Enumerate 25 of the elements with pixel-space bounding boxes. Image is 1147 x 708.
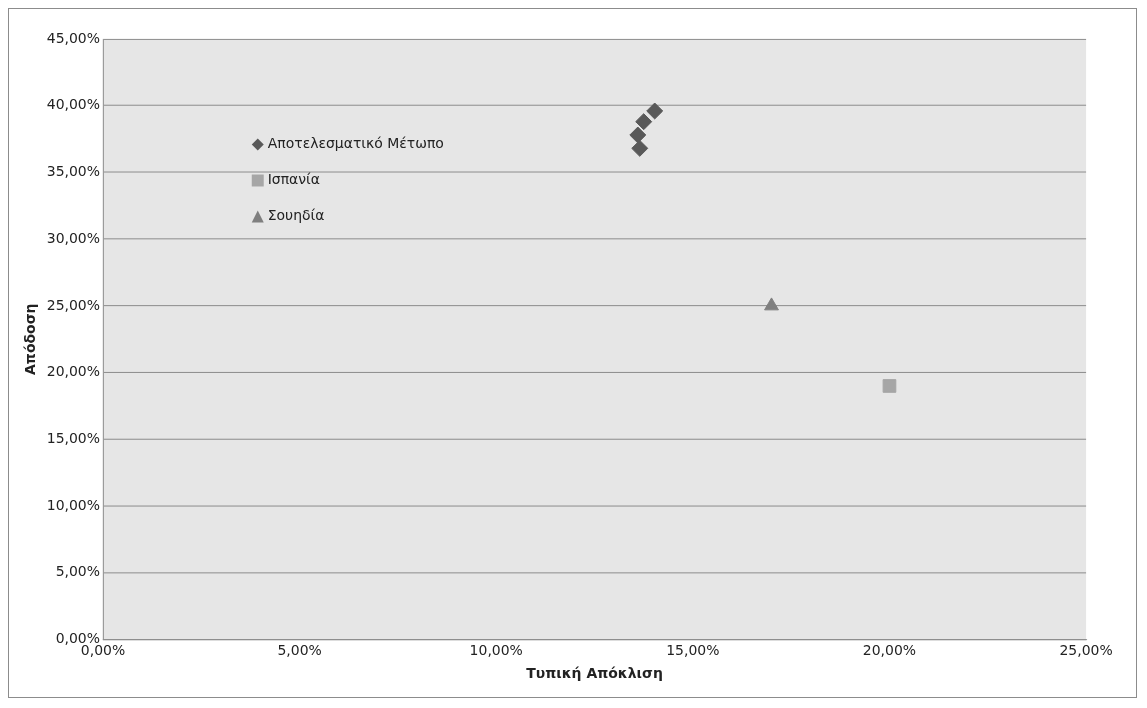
point — [631, 139, 649, 157]
x-tick-label: 5,00% — [277, 641, 322, 658]
y-tick-label: 40,00% — [46, 96, 101, 113]
point — [635, 113, 653, 131]
legend-label: Αποτελεσματικό Μέτωπο — [267, 135, 444, 152]
y-tick-label: 15,00% — [46, 429, 101, 446]
point — [882, 379, 897, 393]
legend-label: Ισπανία — [267, 171, 321, 188]
y-axis-title: Απόδοση — [21, 303, 38, 375]
x-axis-title: Τυπική Απόκλιση — [526, 665, 663, 682]
x-tick-label: 20,00% — [862, 641, 917, 658]
x-tick-label: 15,00% — [666, 641, 720, 658]
y-tick-label: 20,00% — [46, 363, 101, 380]
y-tick-label: 30,00% — [46, 229, 101, 246]
point — [764, 297, 779, 311]
point — [646, 102, 664, 120]
y-tick-label: 25,00% — [46, 296, 101, 313]
y-tick-label: 45,00% — [46, 29, 101, 46]
y-tick-label: 35,00% — [46, 163, 101, 180]
x-tick-label: 25,00% — [1059, 641, 1113, 658]
x-tick-label: 10,00% — [469, 641, 523, 658]
y-tick-label: 5,00% — [55, 563, 101, 580]
legend-label: Σουηδία — [267, 207, 325, 224]
point — [629, 126, 647, 144]
y-tick-label: 10,00% — [46, 496, 101, 513]
